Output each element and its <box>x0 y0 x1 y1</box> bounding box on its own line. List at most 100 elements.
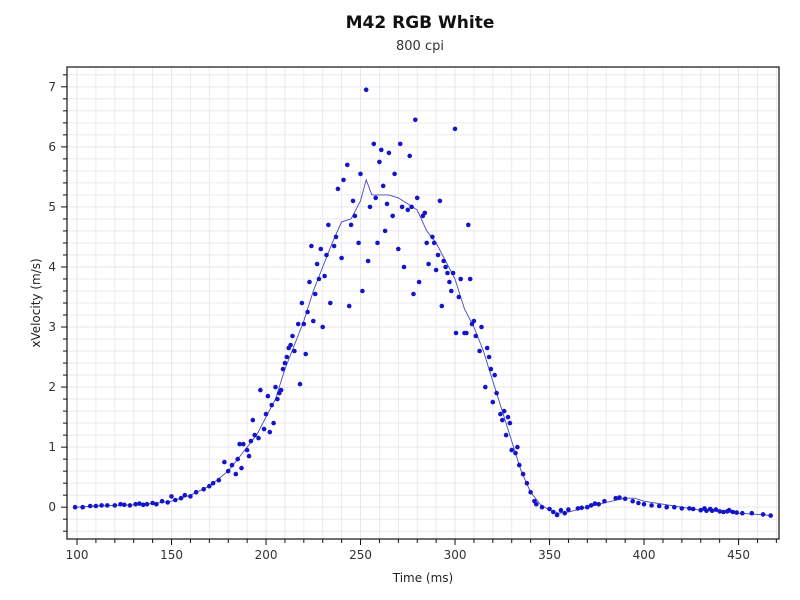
data-point <box>409 204 414 210</box>
data-point <box>617 495 622 500</box>
data-point <box>592 501 598 506</box>
data-point <box>528 489 533 495</box>
data-point <box>320 324 326 330</box>
data-point <box>201 486 206 492</box>
data-point <box>588 503 594 508</box>
data-point <box>80 504 85 510</box>
data-point <box>575 506 581 511</box>
data-point <box>377 159 382 165</box>
data-point <box>498 411 503 417</box>
data-point <box>267 429 273 435</box>
data-point <box>399 204 405 210</box>
data-point <box>740 510 745 516</box>
data-point <box>127 503 133 508</box>
data-point <box>479 324 484 330</box>
y-tick-label: 0 <box>48 500 56 514</box>
data-point <box>484 345 490 351</box>
data-point <box>717 509 722 514</box>
data-point <box>562 510 567 516</box>
data-point <box>726 507 732 513</box>
data-point <box>173 497 178 503</box>
data-point <box>690 506 696 512</box>
data-point <box>284 354 290 360</box>
data-point <box>303 351 309 357</box>
data-point <box>471 318 477 324</box>
data-point <box>295 321 301 327</box>
data-point <box>335 186 341 192</box>
data-point <box>679 506 685 511</box>
data-point <box>613 495 618 501</box>
data-point <box>386 150 392 156</box>
data-point <box>159 498 165 504</box>
data-point <box>384 201 390 207</box>
data-point <box>339 255 344 261</box>
data-point <box>749 510 755 516</box>
data-point <box>280 366 286 372</box>
data-point <box>509 447 514 453</box>
data-point <box>229 462 235 468</box>
data-point <box>309 243 314 249</box>
y-tick-label: 1 <box>48 440 56 454</box>
data-point <box>515 444 520 450</box>
x-tick-label: 400 <box>633 548 656 562</box>
data-point <box>358 171 363 177</box>
data-point <box>273 384 278 390</box>
data-point <box>464 330 469 336</box>
data-point <box>416 279 422 285</box>
data-point <box>414 195 420 201</box>
data-point <box>222 459 227 465</box>
data-point <box>363 87 369 93</box>
y-tick-label: 3 <box>48 320 56 334</box>
data-point <box>373 195 379 201</box>
data-point <box>248 438 254 444</box>
data-point <box>182 492 188 498</box>
data-point <box>165 500 170 505</box>
data-point <box>150 500 155 506</box>
data-point <box>348 222 354 228</box>
data-point <box>250 417 256 423</box>
data-point <box>431 240 437 246</box>
data-point <box>178 495 184 501</box>
data-point <box>263 411 269 417</box>
data-point <box>483 384 488 390</box>
data-point <box>477 348 482 354</box>
data-point <box>517 462 522 468</box>
data-point <box>401 264 407 270</box>
data-point <box>87 503 93 509</box>
data-point <box>734 510 739 515</box>
data-point <box>237 441 242 447</box>
data-point <box>299 300 305 306</box>
data-point <box>698 507 703 513</box>
data-point <box>547 506 552 512</box>
data-point <box>622 496 628 502</box>
data-point <box>307 279 312 285</box>
data-point <box>456 294 462 300</box>
data-point <box>390 213 396 219</box>
x-tick-label: 100 <box>66 548 89 562</box>
data-point <box>413 117 418 123</box>
data-point <box>602 498 607 504</box>
data-point <box>261 426 267 432</box>
x-axis-label: Time (ms) <box>392 571 454 585</box>
data-point <box>235 456 240 462</box>
data-point <box>297 381 303 387</box>
data-point <box>450 270 456 276</box>
data-point <box>99 503 104 508</box>
data-point <box>566 507 571 512</box>
data-point <box>709 508 715 514</box>
data-point <box>233 471 239 477</box>
data-point <box>140 502 146 508</box>
data-point <box>405 207 411 213</box>
data-point <box>312 291 318 297</box>
data-point <box>314 261 320 267</box>
data-point <box>239 465 244 471</box>
data-point <box>687 506 692 511</box>
data-point <box>721 509 726 515</box>
data-point <box>360 288 365 294</box>
data-point <box>458 276 464 282</box>
data-point <box>768 513 773 518</box>
x-tick-label: 450 <box>727 548 750 562</box>
data-point <box>447 279 452 285</box>
data-point <box>503 432 509 438</box>
data-point <box>341 177 346 183</box>
